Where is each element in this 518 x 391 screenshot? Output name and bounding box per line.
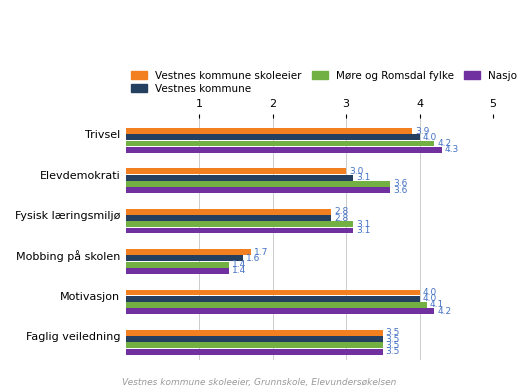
Text: 3.6: 3.6 [393, 186, 408, 195]
Text: 3.5: 3.5 [386, 335, 400, 344]
Text: 4.2: 4.2 [437, 139, 451, 148]
Bar [126, 169, 346, 174]
Bar [126, 262, 228, 267]
Bar [126, 349, 383, 355]
Bar [126, 187, 390, 193]
Bar [126, 135, 420, 140]
Bar [126, 302, 427, 308]
Text: 3.5: 3.5 [386, 347, 400, 356]
Text: 3.1: 3.1 [356, 226, 371, 235]
Text: 2.8: 2.8 [335, 207, 349, 216]
Text: 1.4: 1.4 [232, 266, 246, 275]
Bar [126, 181, 390, 187]
Text: 4.0: 4.0 [423, 288, 437, 297]
Text: 3.1: 3.1 [356, 173, 371, 182]
Text: 3.0: 3.0 [349, 167, 364, 176]
Text: 1.4: 1.4 [232, 260, 246, 269]
Bar [126, 249, 251, 255]
Text: 1.6: 1.6 [246, 254, 261, 263]
Legend: Vestnes kommune skoleeier, Vestnes kommune, Møre og Romsdal fylke, Nasjonalt: Vestnes kommune skoleeier, Vestnes kommu… [131, 70, 518, 94]
Text: 3.6: 3.6 [393, 179, 408, 188]
Bar [126, 128, 412, 134]
Text: 4.0: 4.0 [423, 133, 437, 142]
Text: 4.1: 4.1 [430, 301, 444, 310]
Bar [126, 221, 353, 227]
Bar [126, 268, 228, 274]
Bar [126, 343, 383, 348]
Bar [126, 175, 353, 181]
Bar [126, 296, 420, 301]
Text: 4.3: 4.3 [444, 145, 459, 154]
Text: 2.8: 2.8 [335, 213, 349, 222]
Bar [126, 336, 383, 342]
Text: 4.0: 4.0 [423, 294, 437, 303]
Bar [126, 308, 434, 314]
Text: 3.5: 3.5 [386, 328, 400, 337]
Bar [126, 141, 434, 147]
Text: 1.7: 1.7 [254, 248, 268, 256]
Bar [126, 209, 332, 215]
Bar [126, 289, 420, 295]
Text: 3.9: 3.9 [415, 127, 429, 136]
Bar [126, 330, 383, 336]
Bar [126, 215, 332, 221]
Text: 3.5: 3.5 [386, 341, 400, 350]
Text: Vestnes kommune skoleeier, Grunnskole, Elevundersøkelsen: Vestnes kommune skoleeier, Grunnskole, E… [122, 378, 396, 387]
Bar [126, 255, 243, 261]
Bar [126, 147, 441, 153]
Bar [126, 228, 353, 233]
Text: 3.1: 3.1 [356, 220, 371, 229]
Text: 4.2: 4.2 [437, 307, 451, 316]
